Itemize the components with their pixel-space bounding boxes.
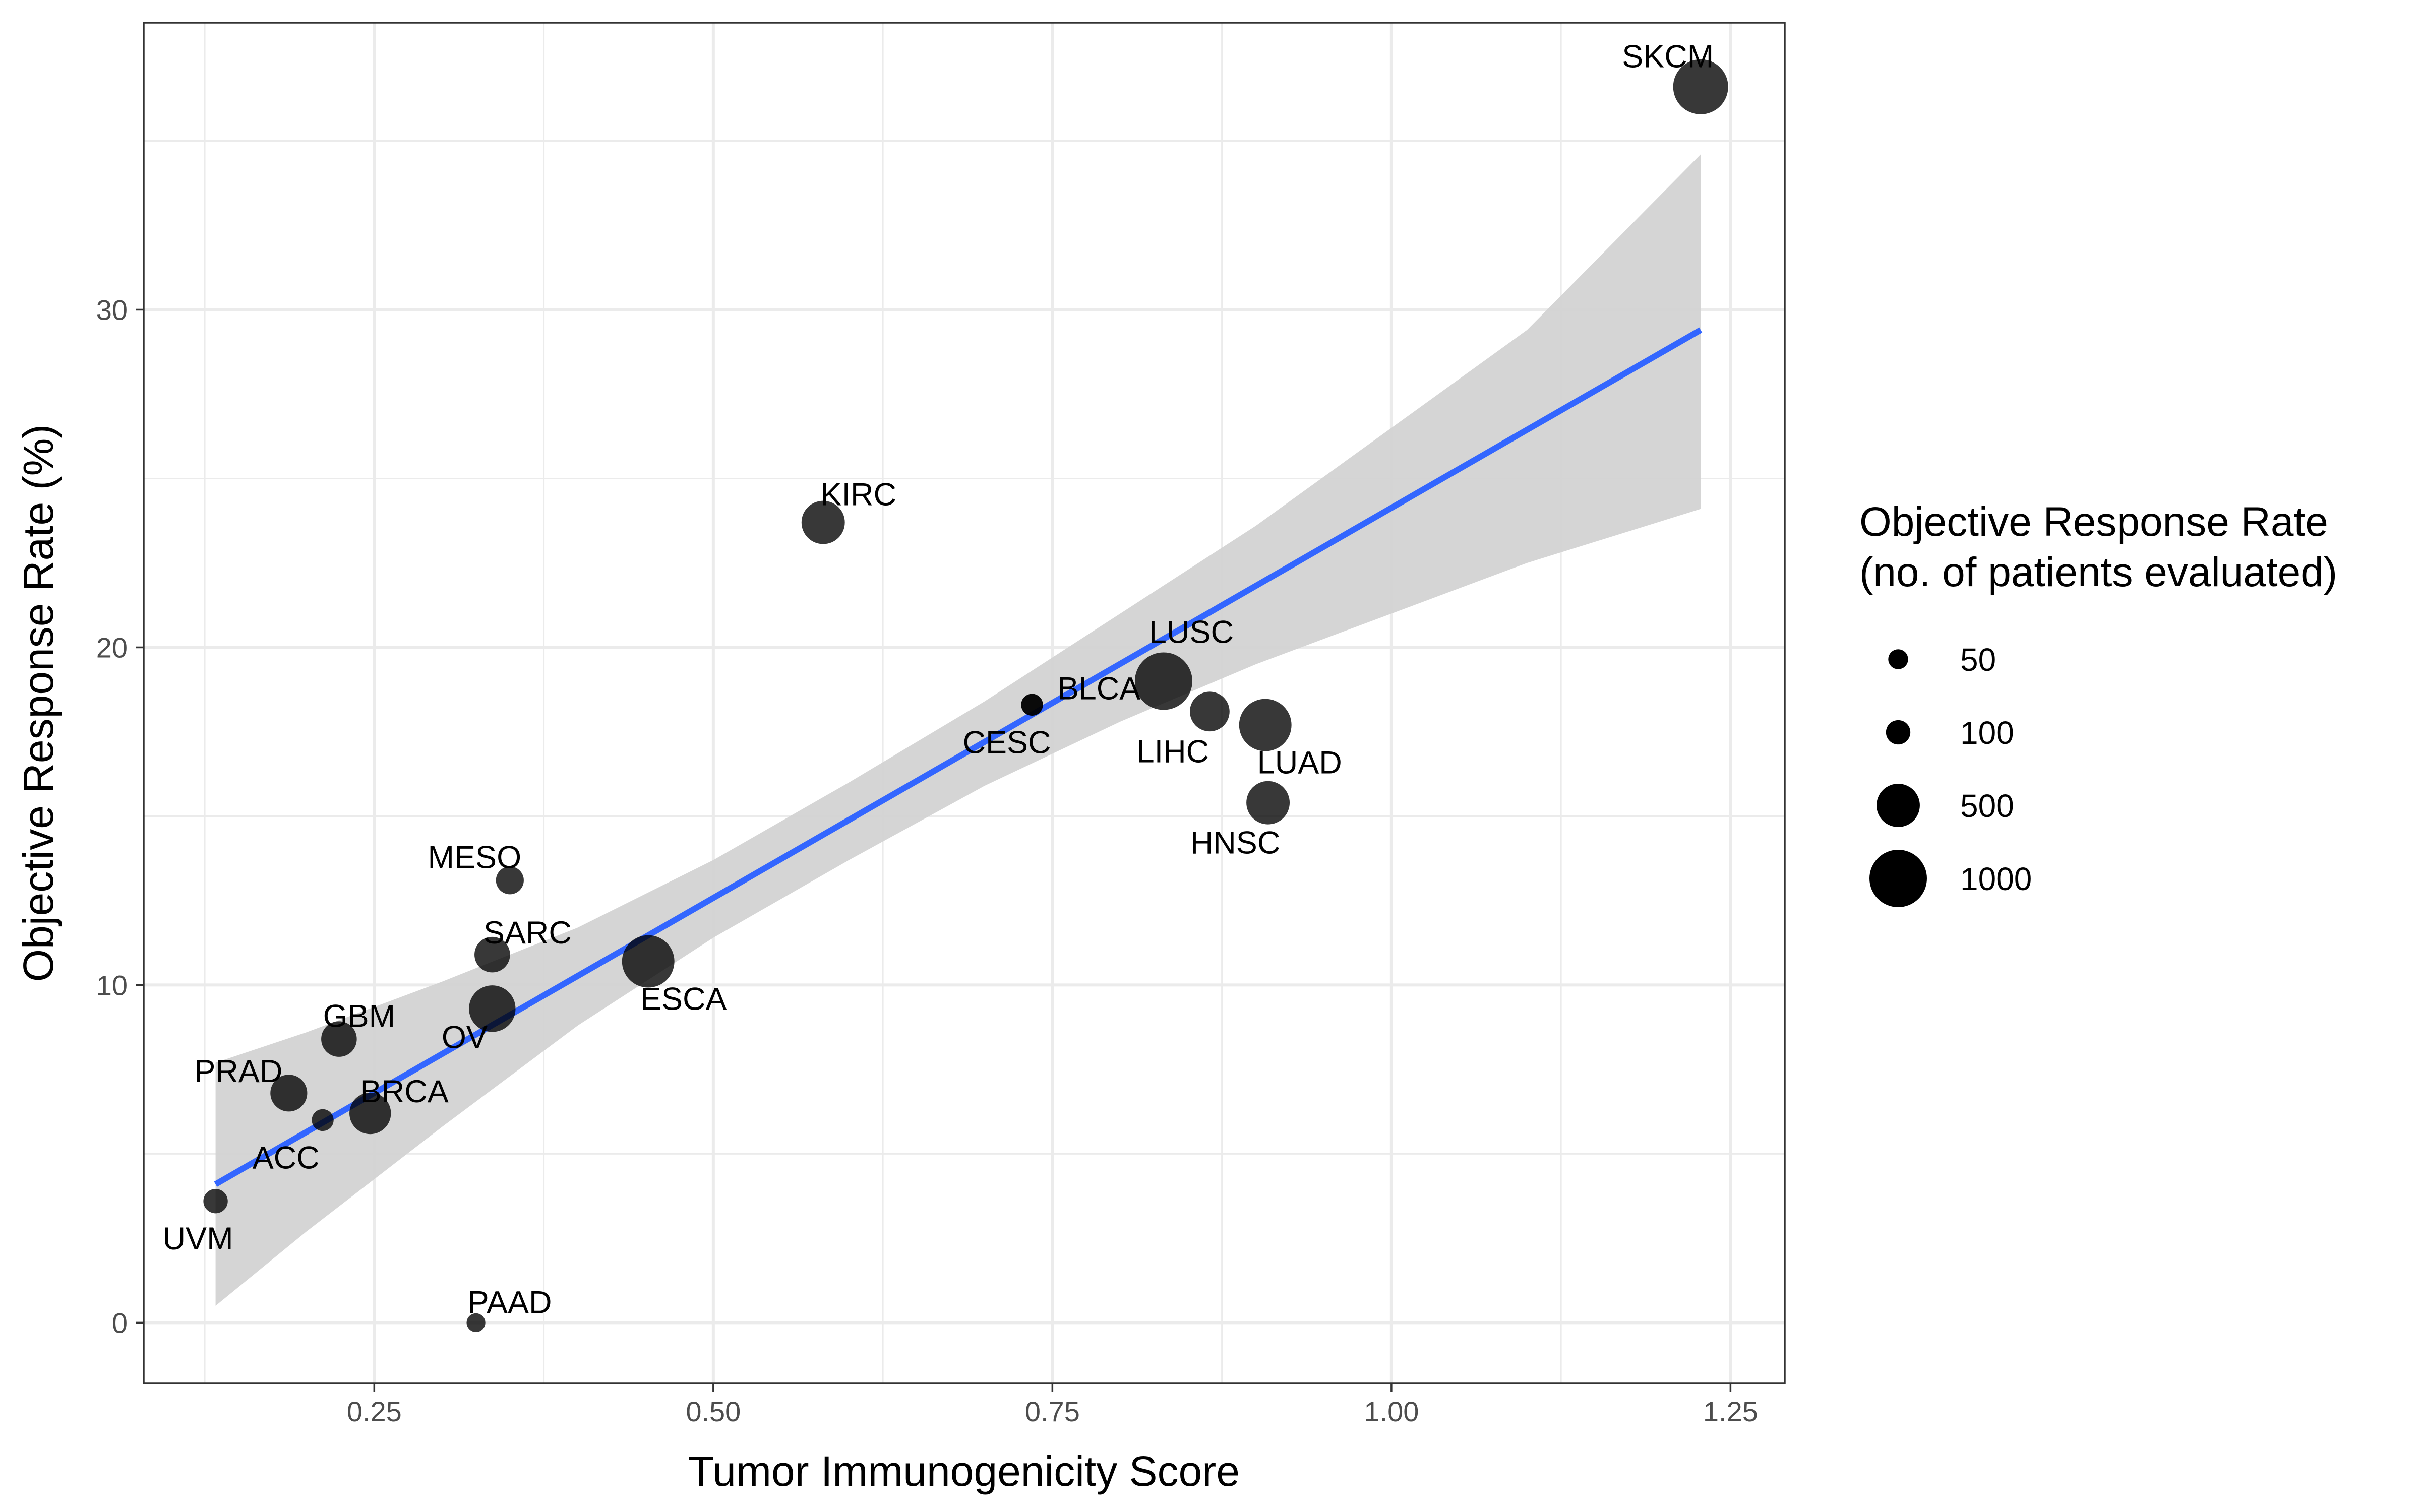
point-label-uvm: UVM xyxy=(163,1221,233,1256)
x-tick-label: 0.50 xyxy=(686,1396,741,1427)
point-label-hnsc: HNSC xyxy=(1190,826,1281,861)
minor-gridlines xyxy=(144,23,1785,1383)
data-point-brca xyxy=(349,1092,391,1135)
x-tick-label: 1.00 xyxy=(1364,1396,1419,1427)
point-label-skcm: SKCM xyxy=(1622,39,1714,74)
x-tick-label: 0.75 xyxy=(1025,1396,1080,1427)
data-point-paad xyxy=(466,1313,486,1333)
legend-label-50: 50 xyxy=(1960,642,1996,678)
data-point-cesc xyxy=(1021,694,1043,716)
legend-label-500: 500 xyxy=(1960,788,2014,824)
legend-title-line2: (no. of patients evaluated) xyxy=(1859,549,2337,595)
data-point-gbm xyxy=(321,1021,357,1057)
size-legend: Objective Response Rate (no. of patients… xyxy=(1859,499,2337,907)
data-point-kirc xyxy=(801,500,845,544)
point-label-sarc: SARC xyxy=(483,915,572,951)
data-point-ov xyxy=(469,985,516,1032)
point-label-paad: PAAD xyxy=(468,1285,552,1320)
point-label-acc: ACC xyxy=(253,1140,320,1175)
data-point-lusc xyxy=(1134,652,1192,710)
x-axis-ticks: 0.25 0.50 0.75 1.00 1.25 xyxy=(347,1383,1758,1427)
plot-panel-border xyxy=(143,22,1786,1384)
data-point-sarc xyxy=(474,936,510,973)
data-points xyxy=(203,59,1728,1333)
legend-label-1000: 1000 xyxy=(1960,861,2032,897)
y-axis-ticks: 0 10 20 30 xyxy=(96,294,144,1339)
y-tick-label: 0 xyxy=(112,1307,128,1339)
y-tick-label: 10 xyxy=(96,969,128,1001)
point-label-gbm: GBM xyxy=(323,999,396,1034)
point-label-blca: BLCA xyxy=(1058,671,1141,706)
legend-title-line1: Objective Response Rate xyxy=(1859,499,2328,545)
point-label-lusc: LUSC xyxy=(1149,614,1234,650)
data-point-skcm xyxy=(1673,59,1728,114)
y-axis-title: Objective Response Rate (%) xyxy=(15,424,62,982)
legend-entries: 50 100 500 1000 xyxy=(1869,642,2032,907)
x-tick-label: 0.25 xyxy=(347,1396,402,1427)
trend-line-layer xyxy=(214,327,1703,1187)
point-label-meso: MESO xyxy=(428,840,522,875)
data-point-lihc xyxy=(1190,691,1230,732)
y-tick-label: 30 xyxy=(96,294,128,326)
point-label-cesc: CESC xyxy=(962,725,1051,760)
trend-line xyxy=(214,327,1703,1187)
x-tick-label: 1.25 xyxy=(1703,1396,1758,1427)
point-label-kirc: KIRC xyxy=(820,477,896,513)
data-point-esca xyxy=(622,935,675,988)
data-point-prad xyxy=(270,1075,308,1112)
data-point-hnsc xyxy=(1246,781,1290,825)
legend-key-1000 xyxy=(1869,850,1927,907)
legend-key-50 xyxy=(1888,649,1908,669)
point-label-luad: LUAD xyxy=(1257,745,1342,781)
legend-key-100 xyxy=(1886,720,1911,745)
legend-label-100: 100 xyxy=(1960,715,2014,751)
legend-key-500 xyxy=(1877,784,1920,827)
data-point-uvm xyxy=(203,1189,228,1214)
point-label-lihc: LIHC xyxy=(1137,734,1209,770)
point-label-prad: PRAD xyxy=(194,1054,282,1089)
point-label-brca: BRCA xyxy=(360,1074,449,1109)
y-tick-label: 20 xyxy=(96,632,128,663)
data-point-luad xyxy=(1239,699,1292,751)
point-label-esca: ESCA xyxy=(640,982,727,1017)
point-label-ov: OV xyxy=(442,1020,488,1055)
confidence-band xyxy=(215,154,1701,1306)
data-point-acc xyxy=(312,1109,334,1131)
x-axis-title: Tumor Immunogenicity Score xyxy=(688,1447,1240,1495)
confidence-band-layer xyxy=(215,154,1701,1306)
data-point-meso xyxy=(496,866,524,895)
plot-panel-background xyxy=(144,23,1785,1383)
